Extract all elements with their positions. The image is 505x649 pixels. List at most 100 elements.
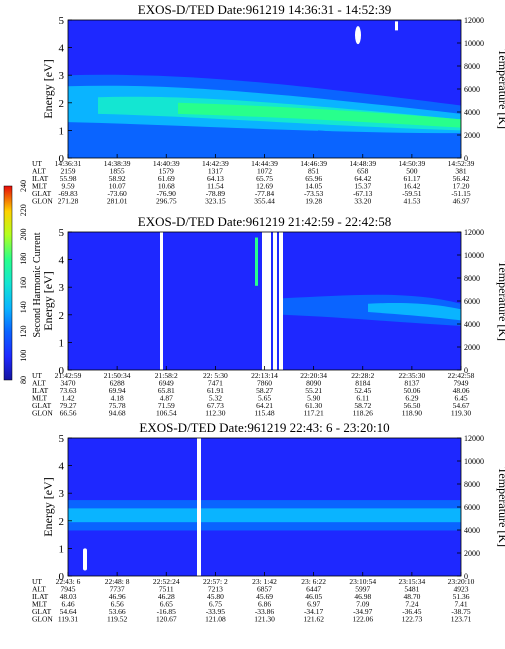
colorbar-tick-label: 240 — [19, 180, 28, 192]
ephemeris-value: 7.41 — [454, 600, 467, 609]
y-right-tick-label: 4000 — [464, 526, 480, 535]
ephemeris-value: -51.15 — [451, 189, 471, 198]
ephemeris-value: 3470 — [61, 379, 76, 388]
ephemeris-value: 94.68 — [109, 409, 126, 418]
data-gap — [197, 438, 201, 576]
ephemeris-value: 22:20:34 — [300, 371, 327, 380]
y-axis-label: Energy [eV] — [41, 477, 55, 536]
chart-title: EXOS-D/TED Date:961219 22:43: 6 - 23:20:… — [139, 420, 389, 435]
y-tick-label: 2 — [59, 516, 65, 528]
ephemeris-value: 12.69 — [256, 182, 273, 191]
ephemeris-value: 22:13:14 — [251, 371, 278, 380]
data-gap — [83, 548, 87, 571]
ephemeris-value: 14.05 — [305, 182, 322, 191]
ephemeris-value: 73.63 — [60, 386, 77, 395]
ephemeris-value: 21:42:59 — [55, 371, 82, 380]
y-right-tick-label: 8000 — [464, 274, 480, 283]
ephemeris-row-label: ALT — [32, 585, 46, 594]
ephemeris-value: 5.90 — [307, 394, 320, 403]
ephemeris-value: 56.50 — [403, 401, 420, 410]
ephemeris-value: 14:42:39 — [202, 159, 229, 168]
ephemeris-value: -67.13 — [353, 189, 373, 198]
ephemeris-value: 7213 — [208, 585, 223, 594]
ephemeris-value: 122.06 — [352, 615, 373, 624]
ephemeris-value: 119.52 — [107, 615, 128, 624]
panel-3: EXOS-D/TED Date:961219 22:43: 6 - 23:20:… — [32, 420, 505, 624]
ephemeris-value: 45.69 — [256, 592, 273, 601]
ephemeris-value: 22:43: 6 — [56, 577, 81, 586]
ephemeris-value: 23:20:10 — [448, 577, 475, 586]
data-gap — [268, 232, 271, 370]
ephemeris-value: 22:57: 2 — [203, 577, 228, 586]
ephemeris-value: 6447 — [306, 585, 321, 594]
ephemeris-value: 121.30 — [254, 615, 275, 624]
ephemeris-value: 8090 — [306, 379, 321, 388]
ephemeris-row-label: ALT — [32, 167, 46, 176]
ephemeris-value: 5997 — [355, 585, 370, 594]
ephemeris-value: 45.80 — [207, 592, 224, 601]
ephemeris-row-label: ILAT — [32, 174, 49, 183]
ephemeris-value: 6288 — [110, 379, 125, 388]
y-axis-label: Energy [eV] — [41, 59, 55, 118]
ephemeris-row-label: GLAT — [32, 189, 52, 198]
ephemeris-value: 22:42:58 — [448, 371, 475, 380]
ephemeris-value: 55.98 — [60, 174, 77, 183]
ephemeris-value: 15.37 — [354, 182, 371, 191]
ephemeris-value: 61.91 — [207, 386, 224, 395]
ephemeris-value: 1072 — [257, 167, 272, 176]
ephemeris-value: 23: 1:42 — [252, 577, 277, 586]
ephemeris-value: 120.67 — [156, 615, 177, 624]
ephemeris-value: 61.17 — [403, 174, 420, 183]
y-tick-label: 4 — [59, 43, 65, 55]
y-tick-label: 5 — [59, 227, 65, 239]
y-right-tick-label: 6000 — [464, 503, 480, 512]
ephemeris-value: 46.28 — [158, 592, 175, 601]
ephemeris-value: 4923 — [454, 585, 469, 594]
ephemeris-value: 79.27 — [60, 401, 77, 410]
ephemeris-value: 51.36 — [453, 592, 470, 601]
ephemeris-value: 118.90 — [402, 409, 423, 418]
y-right-axis-label: Temperature [K] — [496, 467, 505, 547]
ephemeris-value: 14:36:31 — [55, 159, 82, 168]
ephemeris-value: 67.73 — [207, 401, 224, 410]
ephemeris-value: 1855 — [110, 167, 125, 176]
ephemeris-value: 281.01 — [107, 197, 128, 206]
y-right-axis-label: Temperature [K] — [496, 261, 505, 341]
data-gap — [279, 232, 283, 370]
ephemeris-value: 381 — [455, 167, 467, 176]
ephemeris-value: 6.97 — [307, 600, 320, 609]
y-tick-label: 2 — [59, 310, 65, 322]
ephemeris-row-label: ILAT — [32, 592, 49, 601]
ephemeris-value: 7737 — [110, 585, 125, 594]
ephemeris-value: 50.06 — [403, 386, 420, 395]
data-gap — [355, 26, 361, 45]
ephemeris-value: 6949 — [159, 379, 174, 388]
ephemeris-value: -73.53 — [304, 189, 324, 198]
ephemeris-value: 7.24 — [405, 600, 418, 609]
y-right-tick-label: 0 — [464, 572, 468, 581]
data-gap — [160, 232, 163, 370]
ephemeris-value: 10.07 — [109, 182, 126, 191]
y-right-tick-label: 10000 — [464, 251, 484, 260]
colorbar-tick-label: 200 — [19, 229, 28, 241]
plasma-band-core — [68, 508, 461, 523]
ephemeris-value: 112.30 — [205, 409, 226, 418]
colorbar-tick-label: 100 — [19, 350, 28, 362]
ephemeris-value: 355.44 — [254, 197, 275, 206]
ephemeris-value: -38.75 — [451, 607, 471, 616]
ephemeris-value: 117.21 — [303, 409, 324, 418]
ephemeris-value: 61.69 — [158, 174, 175, 183]
y-tick-label: 0 — [59, 153, 65, 165]
ephemeris-value: 500 — [406, 167, 418, 176]
ephemeris-value: 296.75 — [156, 197, 177, 206]
ephemeris-value: -34.97 — [353, 607, 373, 616]
ephemeris-value: 6.65 — [160, 600, 173, 609]
ephemeris-value: 52.45 — [354, 386, 371, 395]
ephemeris-value: 14:46:39 — [300, 159, 327, 168]
y-tick-label: 0 — [59, 365, 65, 377]
ephemeris-value: 21:58:2 — [155, 371, 178, 380]
y-tick-label: 4 — [59, 461, 65, 473]
ephemeris-value: 5481 — [404, 585, 419, 594]
ephemeris-row-label: UT — [32, 371, 42, 380]
